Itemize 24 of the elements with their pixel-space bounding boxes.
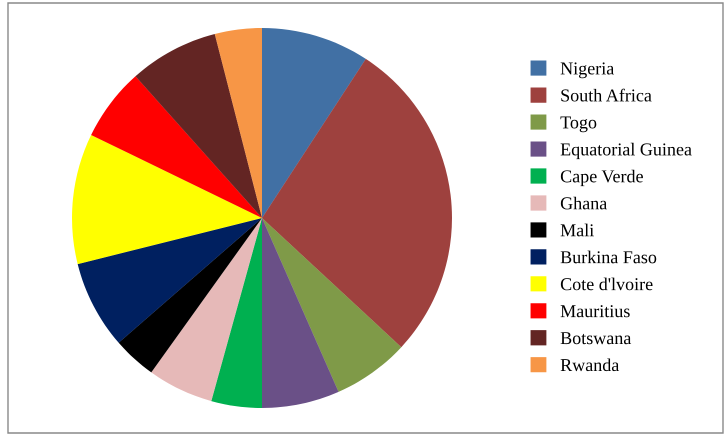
legend-label: Togo bbox=[560, 116, 596, 132]
legend-label: Cote d'lvoire bbox=[560, 278, 653, 290]
pie-slice bbox=[214, 28, 262, 218]
pie-slice bbox=[211, 218, 262, 408]
pie-slice bbox=[262, 218, 339, 408]
pie-slice bbox=[262, 218, 402, 392]
legend-label: Botswana bbox=[560, 332, 632, 344]
legend-label: South Africa bbox=[561, 88, 652, 102]
pie-slice bbox=[72, 134, 262, 264]
pie-slice bbox=[262, 28, 366, 218]
legend-label: Equatorial Guinea bbox=[560, 142, 692, 160]
pie-slice bbox=[78, 218, 262, 343]
pie-slice bbox=[91, 76, 262, 218]
legend-label: Ghana bbox=[560, 196, 608, 210]
pie-slice bbox=[151, 218, 262, 402]
legend-label: Cape Verde bbox=[560, 170, 643, 186]
legend-label: Rwanda bbox=[560, 358, 620, 372]
legend-label: Mauritius bbox=[560, 305, 630, 318]
legend-label: Nigeria bbox=[560, 62, 614, 78]
legend-label: Mali bbox=[560, 224, 594, 236]
pie-slice bbox=[262, 58, 452, 348]
legend-label: Burkina Faso bbox=[560, 250, 656, 264]
pie-slice bbox=[118, 218, 262, 372]
pie-slice bbox=[135, 34, 262, 218]
